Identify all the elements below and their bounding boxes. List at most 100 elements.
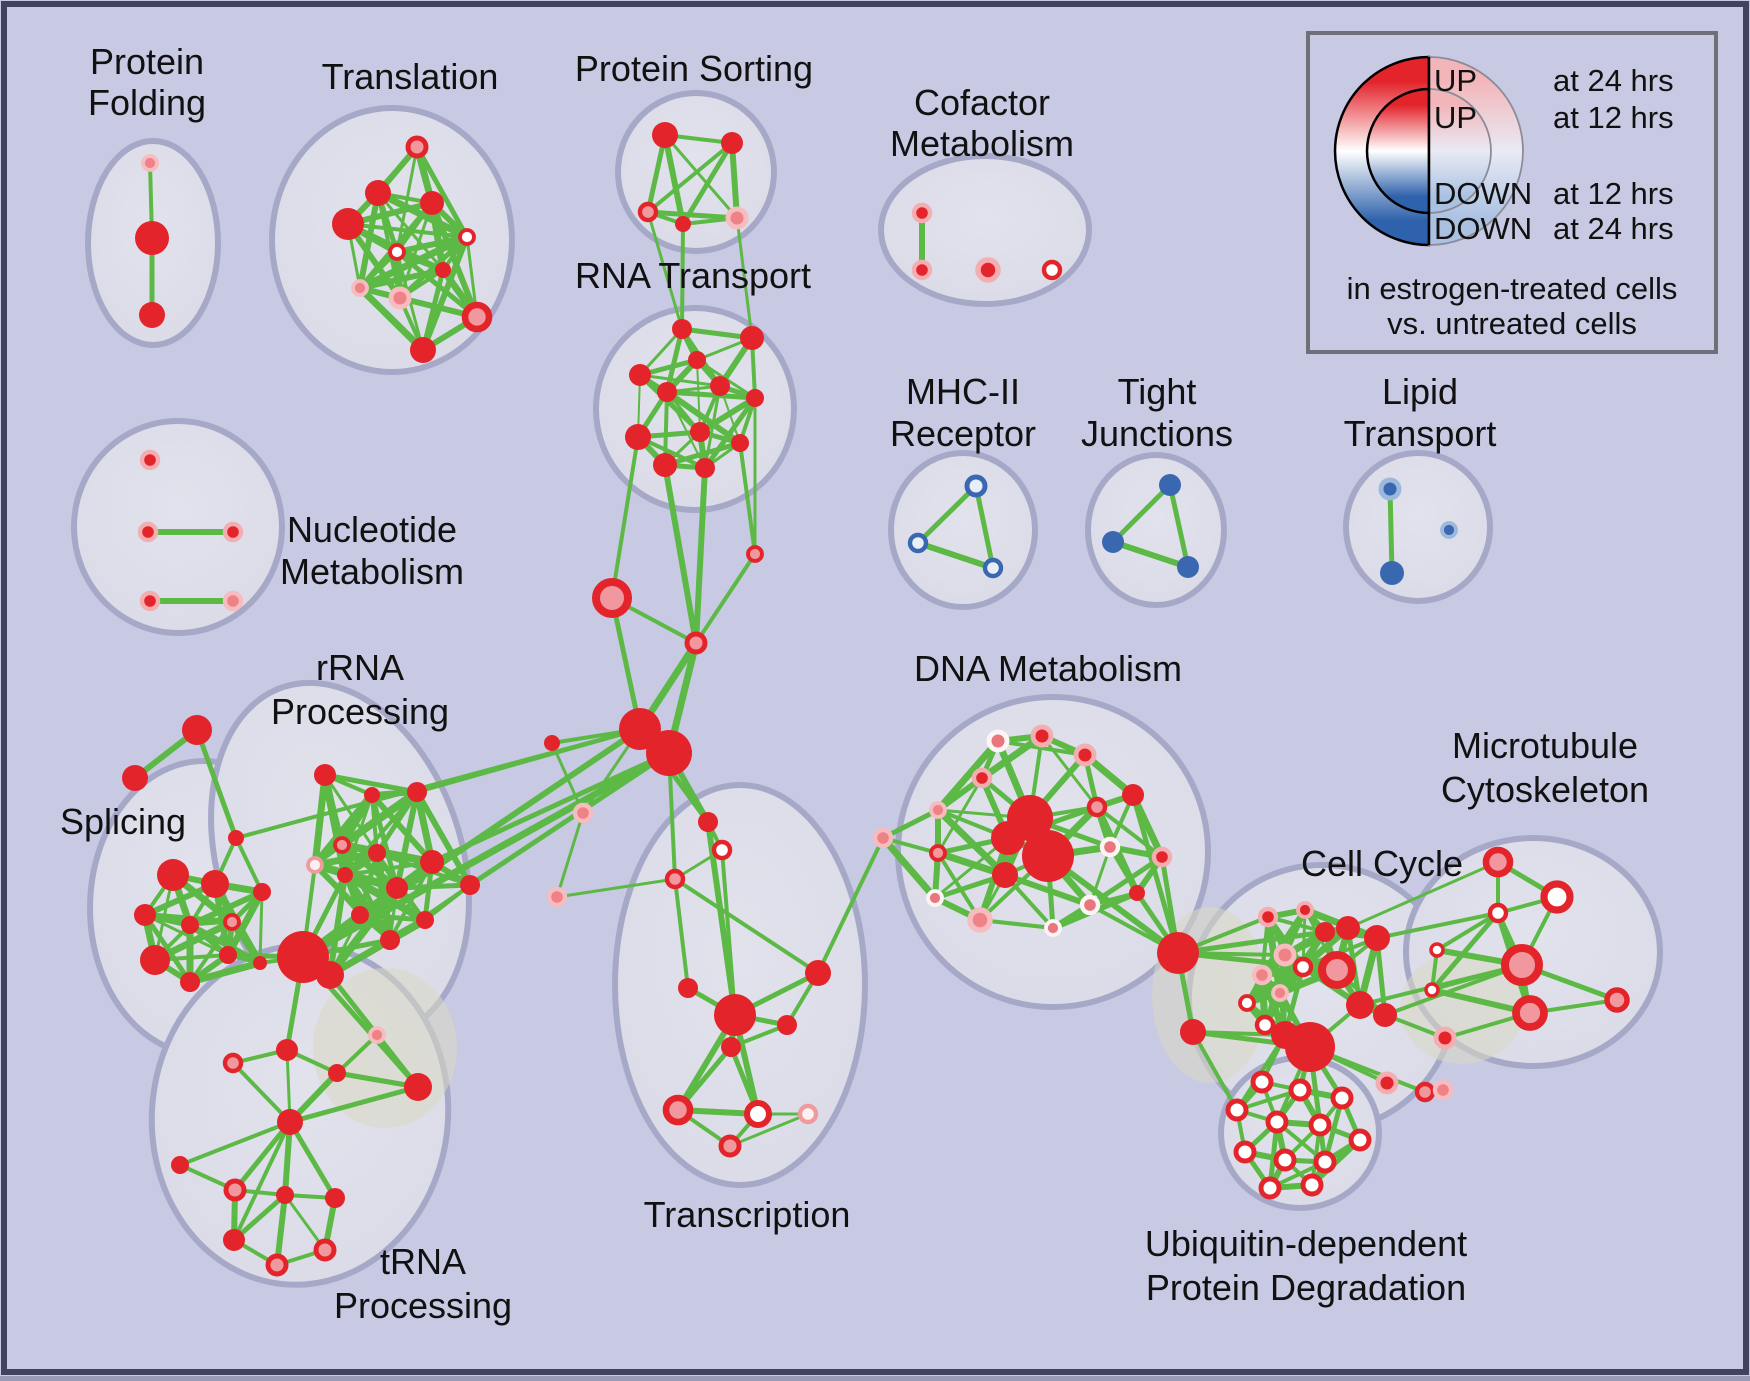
network-node bbox=[420, 850, 444, 874]
network-node bbox=[388, 286, 412, 310]
network-edge bbox=[663, 390, 669, 467]
network-edge bbox=[188, 920, 234, 984]
network-node bbox=[1159, 474, 1181, 496]
network-node bbox=[223, 1178, 247, 1202]
network-edge bbox=[187, 889, 265, 928]
network-edge bbox=[729, 1023, 789, 1049]
network-node bbox=[710, 376, 730, 396]
network-node bbox=[1122, 784, 1144, 806]
network-edge bbox=[234, 836, 264, 894]
network-node bbox=[1540, 880, 1574, 914]
network-edge bbox=[662, 132, 686, 227]
network-node bbox=[458, 228, 476, 246]
network-node bbox=[721, 1037, 741, 1057]
network-node bbox=[1151, 846, 1173, 868]
network-node bbox=[1315, 922, 1335, 942]
cluster-label-protein-folding: Folding bbox=[88, 82, 206, 123]
legend-direction-label: DOWN bbox=[1434, 176, 1532, 211]
cluster-label-ubiquitin-dependent-protein-degradation: Ubiquitin-dependent bbox=[1145, 1223, 1467, 1264]
network-edge bbox=[338, 841, 401, 892]
network-node bbox=[1238, 994, 1256, 1012]
network-edge bbox=[420, 267, 446, 353]
network-edge bbox=[646, 141, 734, 214]
network-node bbox=[365, 180, 391, 206]
network-edge bbox=[357, 190, 381, 291]
network-node bbox=[725, 206, 749, 230]
network-node bbox=[135, 221, 169, 255]
network-edge bbox=[555, 811, 585, 899]
network-node bbox=[1336, 916, 1360, 940]
cluster-label-transcription: Transcription bbox=[644, 1194, 851, 1235]
network-edge bbox=[934, 737, 1002, 814]
network-node bbox=[139, 302, 165, 328]
network-node bbox=[592, 578, 632, 618]
cluster-label-protein-sorting: Protein Sorting bbox=[575, 48, 813, 89]
network-node bbox=[1346, 991, 1374, 1019]
network-node bbox=[1273, 943, 1297, 967]
network-node bbox=[1348, 1128, 1372, 1152]
cluster-label-rrna-processing: Processing bbox=[271, 691, 449, 732]
network-node bbox=[684, 631, 708, 655]
network-edge bbox=[693, 465, 708, 646]
cluster-label-trna-processing: tRNA bbox=[380, 1241, 466, 1282]
network-edge bbox=[415, 727, 642, 794]
network-edge bbox=[694, 552, 757, 645]
network-node bbox=[1129, 885, 1145, 901]
network-node bbox=[992, 862, 1018, 888]
network-node bbox=[253, 883, 271, 901]
network-node bbox=[253, 956, 267, 970]
network-node bbox=[222, 590, 244, 612]
network-edge bbox=[1383, 963, 1524, 1017]
network-node bbox=[141, 154, 159, 172]
network-edge bbox=[1167, 482, 1191, 570]
network-node bbox=[1102, 531, 1124, 553]
legend-direction-label: DOWN bbox=[1434, 211, 1532, 246]
network-node bbox=[1258, 1176, 1282, 1200]
cluster-label-microtubule-cytoskeleton: Microtubule bbox=[1452, 725, 1638, 766]
network-node bbox=[325, 1188, 345, 1208]
legend-note: vs. untreated cells bbox=[1387, 306, 1637, 341]
network-edge bbox=[178, 1120, 292, 1167]
network-node bbox=[1501, 944, 1543, 986]
network-edge bbox=[369, 792, 435, 865]
network-edge bbox=[729, 140, 740, 221]
network-node bbox=[137, 521, 159, 543]
cluster-label-ubiquitin-dependent-protein-degradation: Protein Degradation bbox=[1146, 1267, 1466, 1308]
network-edge bbox=[194, 727, 239, 841]
network-edge bbox=[720, 848, 737, 1017]
network-node bbox=[872, 827, 894, 849]
network-edge bbox=[1110, 482, 1173, 545]
network-node bbox=[1429, 942, 1445, 958]
network-node bbox=[171, 1156, 189, 1174]
cluster-label-lipid-transport: Transport bbox=[1344, 413, 1497, 454]
network-node bbox=[711, 839, 733, 861]
network-node bbox=[797, 1103, 819, 1125]
cluster-label-trna-processing: Processing bbox=[334, 1285, 512, 1326]
network-node bbox=[1177, 556, 1199, 578]
network-node bbox=[1157, 932, 1199, 974]
network-node bbox=[1433, 1026, 1457, 1050]
network-node bbox=[1300, 1173, 1324, 1197]
network-edge bbox=[231, 1061, 292, 1124]
network-node bbox=[265, 1253, 289, 1277]
network-node bbox=[277, 1109, 303, 1135]
network-node bbox=[420, 191, 444, 215]
network-node bbox=[1440, 521, 1458, 539]
network-edge bbox=[555, 877, 677, 899]
network-edge bbox=[816, 836, 885, 975]
network-node bbox=[690, 422, 710, 442]
network-node bbox=[364, 787, 380, 803]
network-edge bbox=[1191, 1030, 1287, 1037]
network-edge bbox=[429, 750, 672, 865]
network-node bbox=[975, 257, 1001, 283]
network-edge bbox=[1358, 963, 1524, 1007]
legend-direction-label: UP bbox=[1434, 63, 1477, 98]
network-edge bbox=[287, 1084, 421, 1125]
network-node bbox=[404, 1073, 432, 1101]
cluster-bubble-tight-junctions bbox=[1085, 452, 1227, 608]
network-node bbox=[1250, 1070, 1274, 1094]
network-node bbox=[546, 886, 568, 908]
network-node bbox=[1225, 1098, 1249, 1122]
network-node bbox=[657, 382, 677, 402]
